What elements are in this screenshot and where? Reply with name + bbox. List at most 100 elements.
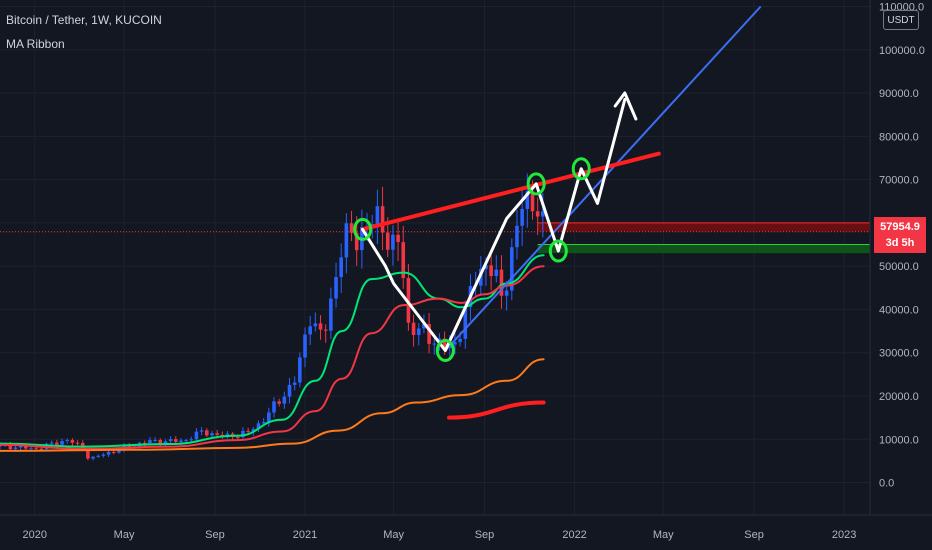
candle-down: [277, 398, 281, 407]
candle-up: [287, 378, 292, 404]
candle-body: [261, 422, 266, 424]
candle-body: [422, 324, 426, 329]
candle-body: [411, 322, 416, 335]
time-tick-label: Sep: [744, 529, 764, 541]
candle-up: [101, 452, 106, 458]
candle-down: [349, 210, 354, 242]
candle-body: [204, 430, 209, 436]
candle-body: [225, 433, 230, 437]
time-axis-background: [0, 515, 932, 550]
candle-body: [272, 401, 276, 413]
time-tick-label: 2022: [562, 529, 586, 541]
candle-up: [334, 262, 338, 308]
candle-body: [453, 342, 457, 345]
candle-body: [246, 430, 250, 432]
candle-up: [510, 238, 514, 301]
moving-average-line: [0, 265, 545, 450]
candle-body: [510, 247, 514, 291]
candle-body: [86, 449, 90, 459]
candle-body: [34, 447, 38, 449]
candle-body: [153, 439, 157, 441]
candle-body: [484, 265, 488, 270]
candle-up: [199, 427, 204, 436]
candle-body: [49, 442, 54, 444]
candle-body: [354, 232, 359, 251]
pivot-circle: [571, 157, 591, 181]
candle-body: [65, 440, 70, 442]
time-tick-label: 2021: [293, 529, 317, 541]
arrow-head: [613, 91, 638, 121]
candle-body: [499, 269, 504, 296]
projected-pattern-path: [361, 98, 627, 352]
candle-body: [380, 206, 385, 233]
currency-unit-badge[interactable]: USDT: [883, 10, 919, 30]
candle-body: [163, 441, 168, 445]
candle-body: [504, 290, 509, 296]
candle-up: [303, 327, 307, 368]
resistance-zone: [537, 222, 870, 232]
candle-down: [489, 254, 493, 291]
price-tick-label: 40000.0: [879, 304, 919, 316]
candle-body: [210, 433, 214, 436]
candle-body: [530, 191, 535, 212]
candle-body: [535, 211, 540, 217]
candle-body: [541, 211, 545, 217]
indicator-label[interactable]: MA Ribbon: [6, 37, 65, 51]
candle-down: [204, 428, 209, 438]
price-tick-label: 0.0: [879, 478, 894, 490]
price-tick-label: 20000.0: [879, 391, 919, 403]
candle-up: [106, 449, 111, 457]
candle-body: [189, 439, 194, 441]
candle-body: [277, 401, 281, 404]
time-tick-label: Sep: [205, 529, 225, 541]
candle-up: [292, 376, 297, 391]
candle-up: [329, 287, 333, 340]
bar-countdown: 3d 5h: [885, 237, 915, 249]
candle-body: [432, 343, 437, 345]
candle-body: [339, 257, 344, 278]
pivot-circle: [548, 239, 568, 263]
candle-up: [256, 420, 261, 433]
candle-body: [158, 439, 163, 445]
drawings[interactable]: [353, 5, 762, 363]
candle-down: [535, 197, 540, 236]
candle-body: [91, 456, 95, 459]
candle-body: [323, 329, 328, 331]
candle-down: [401, 225, 406, 289]
chart-title[interactable]: Bitcoin / Tether, 1W, KUCOIN: [6, 13, 162, 27]
candle-up: [60, 438, 64, 447]
price-tick-label: 80000.0: [879, 131, 919, 143]
candle-up: [65, 438, 70, 444]
candle-up: [189, 436, 194, 442]
time-tick-label: 2020: [22, 529, 46, 541]
candle-body: [55, 442, 59, 445]
candle-down: [499, 255, 504, 309]
candle-body: [256, 423, 261, 430]
candle-up: [96, 454, 101, 458]
candle-body: [96, 455, 101, 457]
candle-up: [416, 322, 421, 346]
candle-body: [173, 439, 178, 442]
current-price-tag: 57954.9 3d 5h: [874, 217, 926, 253]
candle-up: [194, 428, 199, 443]
candle-up: [515, 210, 519, 260]
candle-body: [416, 328, 421, 335]
candle-up: [282, 391, 287, 409]
candle-up: [225, 431, 230, 439]
moving-average-line: [447, 400, 546, 420]
candle-body: [318, 323, 323, 330]
candle-body: [251, 429, 256, 432]
candle-body: [442, 338, 447, 348]
candle-body: [236, 436, 240, 438]
candle-body: [313, 323, 318, 327]
candle-body: [401, 242, 406, 278]
price-tick-label: 70000.0: [879, 175, 919, 187]
candle-down: [318, 315, 323, 340]
candle-body: [148, 440, 152, 444]
candle-body: [308, 326, 312, 335]
candle-body: [375, 206, 380, 224]
candle-up: [91, 456, 95, 461]
time-tick-label: Sep: [475, 529, 495, 541]
